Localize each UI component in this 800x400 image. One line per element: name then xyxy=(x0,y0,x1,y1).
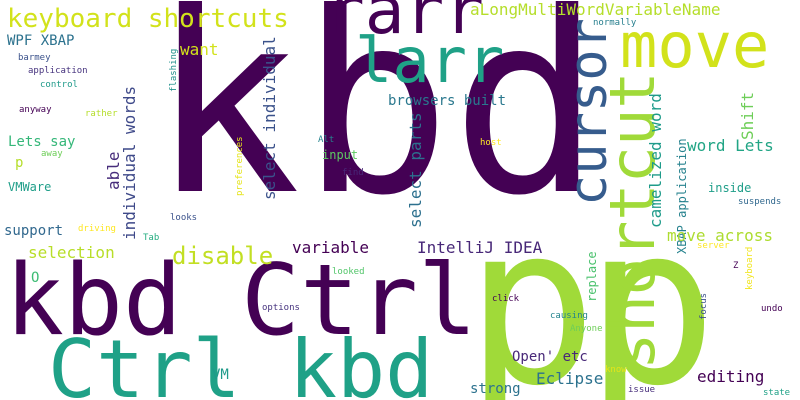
word-alongmultiwordvariablename: aLongMultiWordVariableName xyxy=(470,0,721,19)
word-shift: Shift xyxy=(738,91,757,140)
word-browsers-built: browsers built xyxy=(388,93,507,109)
word-selection: selection xyxy=(28,243,115,262)
word-camelized-word: camelized word xyxy=(646,93,665,228)
word-application: application xyxy=(28,66,88,76)
word-alt: Alt xyxy=(318,135,335,145)
word-find: find xyxy=(342,168,364,178)
word-strong: strong xyxy=(470,381,521,397)
word-undo: undo xyxy=(761,304,783,314)
word-keyboard-shortcuts: keyboard shortcuts xyxy=(7,4,289,34)
word-intellij-idea: IntelliJ IDEA xyxy=(417,238,543,257)
word-anyone: Anyone xyxy=(570,324,603,334)
word-looked: looked xyxy=(332,267,365,277)
word-flashing: flashing xyxy=(169,48,179,92)
word-move: move xyxy=(620,9,770,82)
word-z: Z xyxy=(733,261,739,271)
word-wpf-xbap: WPF XBAP xyxy=(7,33,75,49)
word-rarr: rarr xyxy=(325,0,484,49)
word-want: want xyxy=(180,40,219,59)
word-move-across: move across xyxy=(667,226,773,245)
word-click: click xyxy=(492,294,520,304)
word-normally: normally xyxy=(593,18,637,28)
word-anyway: anyway xyxy=(19,105,52,115)
word-preferences: preferences xyxy=(235,136,245,196)
word-variable: variable xyxy=(292,238,370,257)
word-larr: larr xyxy=(355,24,505,97)
word-server: server xyxy=(697,241,730,251)
word-looks: looks xyxy=(170,213,198,223)
word-away: away xyxy=(41,149,63,159)
word-select-individual: select individual xyxy=(260,36,279,200)
word-support: support xyxy=(4,223,64,239)
word-able: able xyxy=(104,151,123,190)
word-lets-say: Lets say xyxy=(8,134,76,150)
word-disable: disable xyxy=(172,242,274,270)
word-focus: focus xyxy=(699,292,709,320)
word-kbd-large: kbd xyxy=(150,0,602,250)
word-driving: driving xyxy=(78,224,116,234)
word-individual-words: individual words xyxy=(120,85,139,240)
word-editing: editing xyxy=(697,367,765,386)
word-issue: issue xyxy=(628,385,656,395)
word-input: input xyxy=(322,148,359,162)
word-rather: rather xyxy=(85,109,118,119)
word-control: control xyxy=(40,80,78,90)
word-barmey: barmey xyxy=(18,53,51,63)
word-keyboard: keyboard xyxy=(745,246,755,290)
word-options: options xyxy=(262,303,300,313)
word-tab: Tab xyxy=(143,233,160,243)
word-vmware: VMWare xyxy=(8,180,52,194)
word-replace: replace xyxy=(585,251,599,302)
word-inside: inside xyxy=(708,181,752,195)
word-open-etc: Open' etc xyxy=(512,349,588,365)
word-state: state xyxy=(763,388,791,398)
word-host: host xyxy=(480,138,502,148)
word-word-lets: word Lets xyxy=(687,136,774,155)
word-p-small: p xyxy=(15,155,24,171)
word-suspends: suspends xyxy=(738,197,782,207)
word-p-right: p xyxy=(585,178,718,400)
word-kbd-ctrl: kbd Ctrl xyxy=(5,244,478,358)
word-eclipse: Eclipse xyxy=(536,369,604,388)
word-p-left: p xyxy=(465,178,598,400)
word-select-parts: select parts xyxy=(406,112,425,228)
word-o: O xyxy=(31,270,40,286)
word-ctrl-kbd: Ctrl kbd xyxy=(48,323,434,400)
word-vm: VM xyxy=(212,367,229,383)
word-causing: causing xyxy=(550,311,588,321)
word-know: know xyxy=(605,365,627,375)
